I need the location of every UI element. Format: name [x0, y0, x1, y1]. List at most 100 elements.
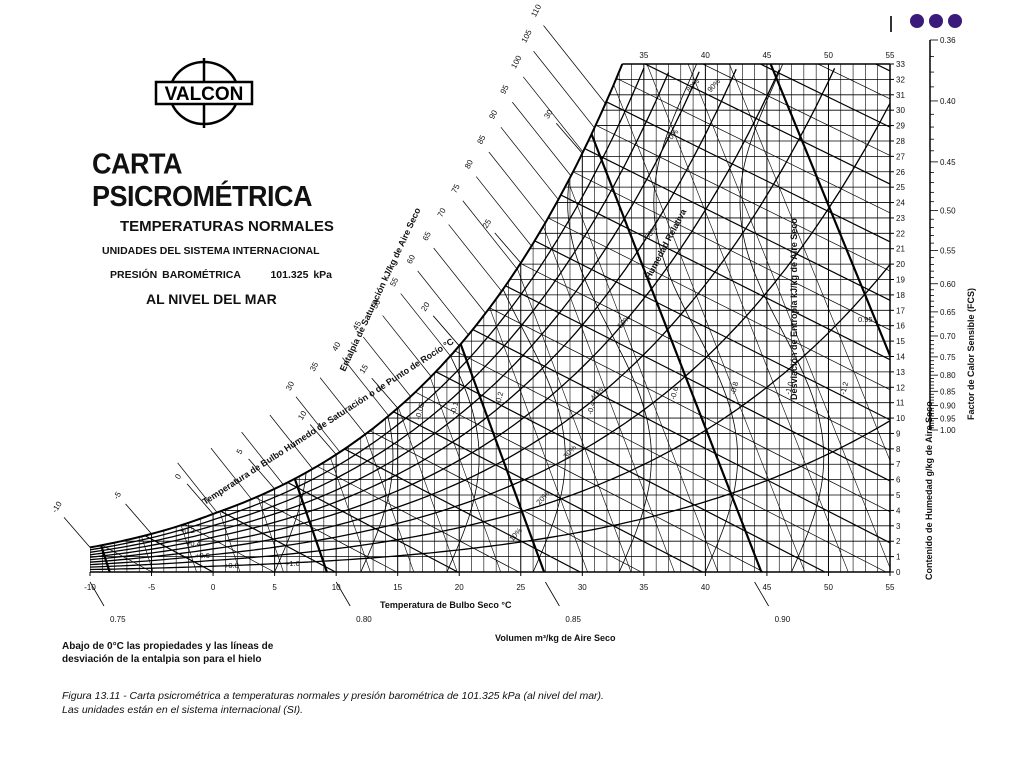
enthalpy-line	[90, 64, 336, 572]
enthalpy-line	[90, 64, 459, 572]
deviation-label: +0.6	[195, 551, 210, 560]
y-tick-label: 18	[896, 291, 905, 300]
volume-line	[687, 64, 890, 572]
deviation-label: -0.6	[668, 386, 680, 401]
x-axis-label: Temperatura de Bulbo Seco °C	[380, 600, 512, 610]
y-tick-label: 8	[896, 445, 901, 454]
enthalpy-line	[90, 64, 214, 572]
enthalpy-line	[702, 64, 890, 572]
shf-tick-label: 0.80	[940, 371, 956, 380]
deviation-label: +1.0	[285, 559, 300, 568]
enthalpy-line	[471, 64, 890, 572]
enthalpy-scale-label: 70	[436, 206, 448, 219]
volume-leader	[89, 581, 105, 607]
enthalpy-scale-tick	[543, 25, 606, 104]
deviation-label: -1.0	[783, 381, 795, 396]
enthalpy-scale-label: 60	[405, 253, 417, 266]
volume-line	[316, 64, 501, 572]
shf-line-label: 0.95	[858, 315, 873, 324]
enthalpy-scale-tick	[319, 377, 366, 435]
y-tick-label: 21	[896, 245, 905, 254]
figure-caption: Figura 13.11 - Carta psicrométrica a tem…	[62, 689, 682, 717]
units-line: UNIDADES DEL SISTEMA INTERNACIONAL	[102, 245, 320, 257]
deviation-label: +0.8	[224, 561, 239, 570]
enthalpy-scale-tick	[448, 224, 502, 292]
y-tick-label: 31	[896, 91, 905, 100]
volume-line	[440, 64, 632, 572]
shf-tick-label: 0.70	[940, 332, 956, 341]
volume-line	[90, 64, 111, 572]
y-axis-label: Contenido de Humedad g/kg de Aire Seco	[924, 401, 934, 580]
enthalpy-scale-tick	[433, 247, 486, 314]
saturation-tick-label: 15	[358, 362, 371, 375]
deviation-label: -0.2	[493, 391, 505, 406]
enthalpy-line	[529, 64, 890, 572]
enthalpy-scale-label: 90	[487, 108, 499, 121]
y-tick-label: 26	[896, 168, 905, 177]
sea-level-label: AL NIVEL DEL MAR	[146, 291, 277, 307]
shf-tick-label: 0.75	[940, 353, 956, 362]
shf-tick-label: 1.00	[940, 426, 956, 435]
x-tick-label: 50	[824, 583, 833, 592]
rh-label: 10%	[507, 526, 524, 543]
saturation-tick-label: -5	[112, 490, 124, 501]
enthalpy-scale-tick	[522, 76, 584, 153]
volume-line	[90, 64, 154, 572]
saturation-tick	[63, 517, 91, 548]
enthalpy-scale-label: 110	[529, 2, 543, 18]
chart-subtitle: TEMPERATURAS NORMALES	[120, 218, 334, 235]
enthalpy-scale-tick	[269, 414, 313, 470]
rh-curve	[90, 69, 780, 561]
saturation-curve	[89, 63, 624, 549]
y-tick-label: 27	[896, 152, 905, 161]
enthalpy-line	[587, 64, 890, 572]
dot-icon	[929, 14, 943, 28]
deviation-curve	[567, 64, 652, 572]
x-tick-label: 15	[393, 583, 402, 592]
pressure-label: PRESIÓN BAROMÉTRICA	[110, 269, 241, 281]
deviation-curve	[739, 64, 825, 572]
enthalpy-line	[90, 64, 275, 572]
rh-curve	[90, 102, 890, 566]
shf-tick-label: 0.50	[940, 207, 956, 216]
enthalpy-scale-tick	[488, 151, 546, 224]
rh-label: 30%	[561, 443, 578, 460]
dot-icon	[910, 14, 924, 28]
volume-leader	[335, 581, 351, 607]
y-tick-label: 15	[896, 337, 905, 346]
enthalpy-line	[644, 64, 890, 572]
volume-label: 0.75	[110, 615, 126, 624]
saturation-tick	[309, 424, 337, 455]
enthalpy-scale-tick	[500, 126, 559, 200]
pressure-value: 101.325 kPa	[270, 269, 333, 281]
saturation-tick-label: 0	[173, 472, 183, 481]
x-tick-label: 45	[762, 583, 771, 592]
y-tick-label: 24	[896, 199, 905, 208]
x-tick-label: 35	[639, 583, 648, 592]
volume-line	[150, 64, 328, 572]
y-tick-label: 6	[896, 476, 901, 485]
deviation-label: +0.4	[186, 539, 201, 548]
y-tick-label: 5	[896, 491, 901, 500]
saturation-tick	[432, 315, 460, 347]
saturation-tick-label: 5	[235, 447, 245, 456]
deviation-curve	[481, 156, 566, 572]
enthalpy-scale-tick	[533, 51, 595, 129]
y-tick-label: 25	[896, 183, 905, 192]
y-tick-label: 10	[896, 414, 905, 423]
enthalpy-scale-tick	[462, 200, 518, 270]
caption-line: Las unidades están en el sistema interna…	[62, 704, 304, 716]
enthalpy-scale-label: 95	[499, 83, 511, 96]
slide-menu-dots-icon[interactable]	[910, 14, 962, 28]
volume-line	[563, 64, 763, 572]
enthalpy-scale-tick	[475, 176, 532, 247]
enthalpy-scale-label: 30	[284, 379, 296, 392]
y-tick-label: 32	[896, 75, 905, 84]
dot-icon	[948, 14, 962, 28]
top-tick-label: 55	[886, 51, 895, 60]
y-tick-label: 2	[896, 537, 901, 546]
x-tick-label: -10	[84, 583, 96, 592]
deviation-label: -0.1	[448, 401, 460, 416]
saturation-tick	[125, 503, 152, 535]
